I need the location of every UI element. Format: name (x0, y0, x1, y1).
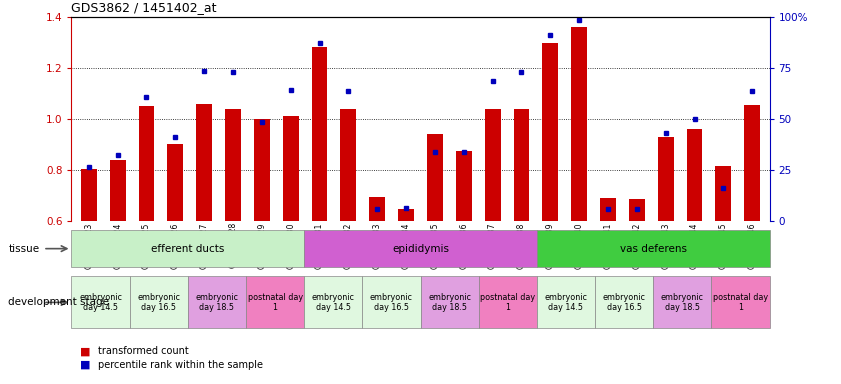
Bar (254, 119, 270, 221)
Text: embryonic
day 18.5: embryonic day 18.5 (428, 293, 471, 312)
Bar (71, 276, 130, 328)
Bar (139, 106, 155, 221)
Bar (571, 28, 587, 221)
Bar (167, 144, 183, 221)
Bar (71, 230, 304, 267)
Bar (716, 166, 732, 221)
Text: tissue: tissue (8, 243, 40, 254)
Text: efferent ducts: efferent ducts (151, 243, 225, 254)
Text: embryonic
day 18.5: embryonic day 18.5 (661, 293, 704, 312)
Text: vas deferens: vas deferens (620, 243, 687, 254)
Text: development stage: development stage (8, 297, 109, 308)
Bar (653, 276, 711, 328)
Text: embryonic
day 14.5: embryonic day 14.5 (544, 293, 587, 312)
Text: postnatal day
1: postnatal day 1 (480, 293, 536, 312)
Bar (484, 109, 500, 221)
Bar (246, 276, 304, 328)
Text: embryonic
day 16.5: embryonic day 16.5 (137, 293, 180, 312)
Bar (196, 104, 212, 221)
Text: percentile rank within the sample: percentile rank within the sample (98, 360, 263, 370)
Bar (479, 276, 537, 328)
Bar (600, 198, 616, 221)
Bar (369, 197, 385, 221)
Text: ■: ■ (80, 346, 94, 356)
Bar (304, 230, 537, 267)
Bar (109, 160, 125, 221)
Text: embryonic
day 14.5: embryonic day 14.5 (312, 293, 355, 312)
Bar (711, 276, 770, 328)
Text: embryonic
day 16.5: embryonic day 16.5 (370, 293, 413, 312)
Bar (420, 276, 479, 328)
Text: epididymis: epididymis (392, 243, 449, 254)
Text: embryonic
day 14.5: embryonic day 14.5 (79, 293, 122, 312)
Bar (744, 105, 760, 221)
Bar (81, 169, 97, 221)
Bar (283, 116, 299, 221)
Text: transformed count: transformed count (98, 346, 189, 356)
Bar (686, 129, 702, 221)
Bar (542, 43, 558, 221)
Bar (427, 134, 443, 221)
Text: postnatal day
1: postnatal day 1 (247, 293, 303, 312)
Bar (341, 109, 357, 221)
Text: embryonic
day 16.5: embryonic day 16.5 (603, 293, 646, 312)
Text: ■: ■ (80, 360, 94, 370)
Bar (225, 109, 241, 221)
Bar (304, 276, 362, 328)
Bar (398, 209, 414, 221)
Bar (456, 151, 472, 221)
Text: postnatal day
1: postnatal day 1 (713, 293, 768, 312)
Bar (658, 137, 674, 221)
Bar (595, 276, 653, 328)
Bar (188, 276, 246, 328)
Bar (362, 276, 420, 328)
Text: embryonic
day 18.5: embryonic day 18.5 (195, 293, 238, 312)
Bar (537, 230, 770, 267)
Bar (312, 46, 327, 221)
Bar (514, 109, 529, 221)
Bar (537, 276, 595, 328)
Bar (130, 276, 188, 328)
Bar (629, 199, 645, 221)
Text: GDS3862 / 1451402_at: GDS3862 / 1451402_at (71, 1, 217, 14)
